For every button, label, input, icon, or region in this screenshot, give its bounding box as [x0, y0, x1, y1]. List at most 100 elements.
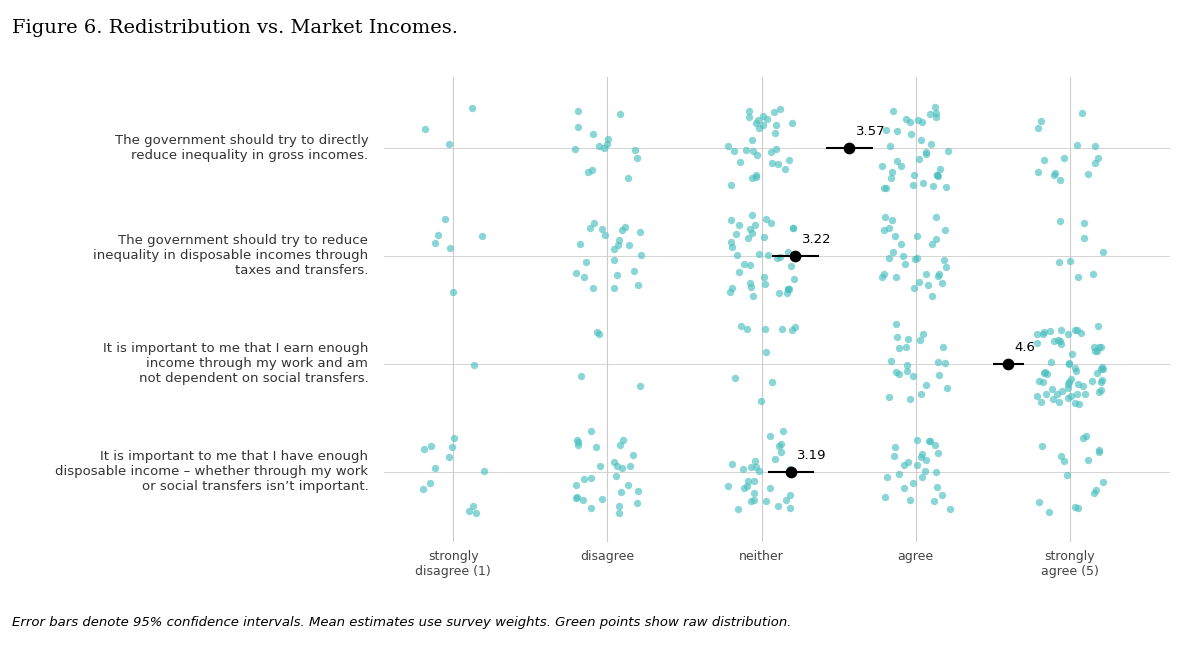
Point: [775, 164, 794, 175]
Point: [882, 356, 901, 366]
Point: [937, 382, 956, 393]
Point: [772, 448, 791, 458]
Point: [725, 373, 744, 384]
Point: [1061, 390, 1080, 401]
Point: [1079, 455, 1098, 465]
Point: [1028, 375, 1048, 386]
Point: [894, 483, 913, 493]
Point: [936, 358, 955, 368]
Point: [881, 172, 900, 183]
Point: [904, 478, 923, 488]
Point: [568, 492, 587, 502]
Point: [475, 466, 494, 476]
Point: [780, 490, 799, 501]
Point: [1085, 141, 1104, 151]
Point: [912, 472, 931, 482]
Point: [1093, 364, 1112, 374]
Point: [612, 463, 631, 473]
Point: [421, 441, 440, 451]
Point: [876, 212, 895, 223]
Point: [619, 240, 638, 250]
Point: [610, 109, 629, 119]
Point: [568, 435, 587, 446]
Text: It is important to me that I have enough
disposable income – whether through my : It is important to me that I have enough…: [55, 450, 368, 493]
Point: [911, 390, 930, 400]
Point: [598, 134, 617, 144]
Point: [908, 154, 928, 164]
Point: [1039, 508, 1058, 518]
Point: [875, 225, 894, 235]
Point: [575, 474, 594, 484]
Point: [769, 441, 788, 451]
Point: [1034, 327, 1054, 337]
Point: [774, 426, 793, 437]
Point: [749, 466, 768, 476]
Point: [415, 124, 434, 134]
Point: [926, 234, 946, 244]
Point: [786, 250, 805, 261]
Point: [1048, 390, 1067, 400]
Point: [569, 437, 588, 448]
Point: [883, 215, 902, 226]
Point: [778, 288, 797, 298]
Point: [595, 230, 614, 240]
Point: [892, 239, 911, 250]
Point: [1027, 391, 1046, 401]
Point: [937, 263, 956, 273]
Point: [740, 278, 760, 288]
Point: [748, 150, 767, 160]
Point: [1028, 123, 1048, 134]
Point: [782, 324, 802, 335]
Point: [780, 503, 799, 513]
Point: [1092, 362, 1111, 373]
Point: [756, 279, 775, 290]
Point: [725, 146, 744, 156]
Point: [840, 143, 859, 153]
Point: [1085, 346, 1104, 356]
Point: [901, 129, 920, 139]
Point: [770, 104, 790, 115]
Point: [584, 218, 604, 228]
Point: [932, 278, 952, 288]
Point: [878, 392, 898, 402]
Point: [583, 128, 602, 139]
Point: [727, 250, 746, 261]
Point: [1088, 321, 1108, 332]
Point: [877, 471, 896, 482]
Point: [1038, 369, 1057, 379]
Point: [928, 357, 947, 367]
Point: [911, 135, 930, 145]
Point: [1060, 377, 1079, 388]
Point: [1052, 386, 1072, 397]
Point: [1074, 381, 1093, 391]
Text: The government should try to reduce
inequality in disposable incomes through
tax: The government should try to reduce ineq…: [94, 234, 368, 277]
Point: [463, 103, 482, 114]
Point: [745, 456, 764, 466]
Point: [743, 228, 762, 238]
Point: [1088, 152, 1108, 163]
Point: [1027, 329, 1046, 339]
Point: [875, 492, 894, 502]
Point: [577, 257, 596, 267]
Point: [917, 148, 936, 159]
Point: [1034, 368, 1054, 378]
Point: [739, 112, 758, 122]
Point: [911, 335, 930, 346]
Point: [1060, 359, 1079, 369]
Point: [571, 371, 590, 381]
Point: [932, 490, 952, 500]
Point: [926, 481, 946, 491]
Point: [763, 158, 782, 168]
Point: [605, 244, 624, 254]
Point: [756, 324, 775, 335]
Point: [757, 346, 776, 357]
Point: [746, 172, 766, 183]
Point: [460, 506, 479, 517]
Point: [1075, 233, 1094, 243]
Point: [611, 487, 630, 497]
Point: [920, 436, 940, 446]
Point: [1067, 324, 1086, 335]
Point: [630, 381, 649, 392]
Point: [877, 124, 896, 135]
Point: [574, 495, 593, 505]
